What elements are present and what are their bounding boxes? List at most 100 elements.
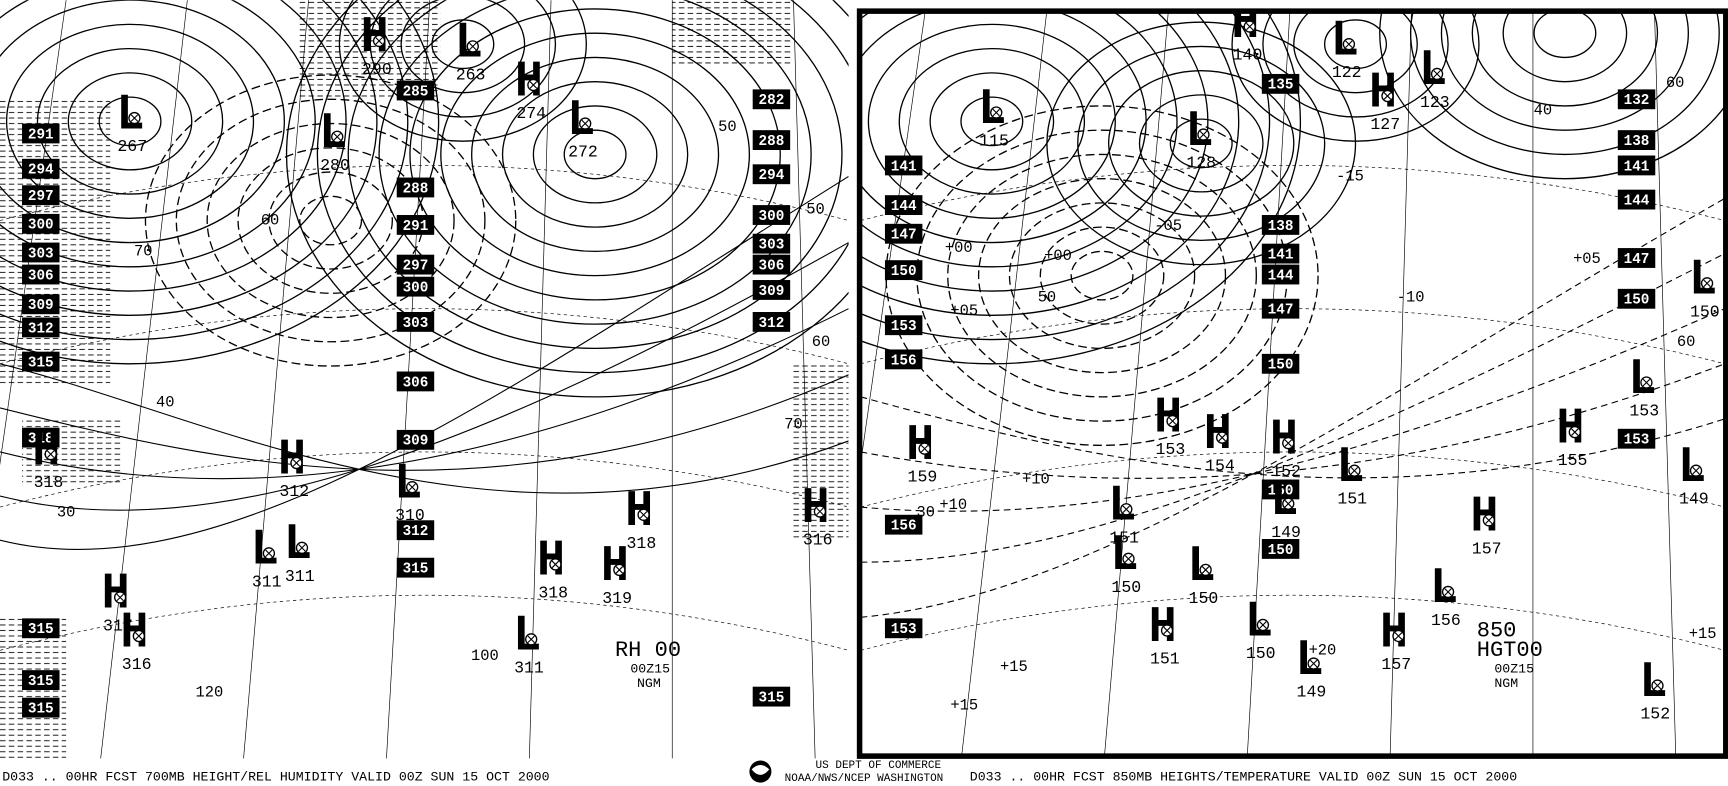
- height-box: [22, 427, 60, 448]
- height-box: [22, 618, 60, 639]
- pressure-center-value: 267: [117, 137, 147, 156]
- pressure-center-symbol: H: [906, 416, 934, 470]
- height-box: [396, 312, 435, 332]
- pressure-center-symbol: L: [1628, 350, 1656, 404]
- center-marker-x: [116, 593, 124, 602]
- height-box: [396, 557, 435, 578]
- height-box: [1617, 155, 1656, 176]
- pressure-center-value: 151: [1337, 490, 1367, 509]
- center-marker-x: [920, 444, 929, 453]
- height-box: [752, 254, 791, 275]
- panel-subtitle: HGT00: [1477, 638, 1543, 663]
- contour: [0, 0, 409, 341]
- contour: [501, 81, 689, 228]
- height-box: [22, 264, 60, 285]
- height-box-label: 153: [1624, 433, 1650, 449]
- contour-label: +10: [1022, 471, 1050, 489]
- height-box-label: 147: [891, 228, 917, 244]
- height-box: [22, 294, 60, 315]
- height-box: [884, 155, 923, 176]
- contour: [860, 12, 1209, 292]
- height-box-label: 312: [403, 524, 429, 540]
- center-marker-x: [1383, 92, 1392, 100]
- height-box: [22, 242, 60, 263]
- height-box: [884, 618, 923, 639]
- height-box-label: 303: [403, 316, 429, 332]
- contour: [960, 96, 1024, 147]
- pressure-center-symbol: L: [319, 104, 347, 158]
- height-box: [1261, 298, 1300, 319]
- panel-title: RH 00: [615, 638, 681, 663]
- pressure-center-value: 274: [516, 104, 546, 123]
- pressure-center-value: 159: [908, 468, 938, 487]
- contour: [268, 171, 393, 270]
- height-box-label: 288: [759, 134, 785, 150]
- pressure-center-symbol: L: [978, 80, 1006, 134]
- pressure-center-symbol: H: [278, 430, 306, 484]
- center-marker-x: [1259, 621, 1267, 629]
- contour: [0, 0, 316, 268]
- center-marker-x: [639, 511, 648, 519]
- contour-label: 70: [134, 242, 153, 260]
- height-box: [752, 205, 791, 225]
- pressure-center-symbol: L: [1245, 592, 1273, 646]
- height-box-label: 315: [759, 690, 785, 706]
- contour-label: 60: [1677, 333, 1695, 351]
- contour-label: +15: [1689, 625, 1717, 643]
- pressure-center-symbol: L: [1187, 537, 1215, 591]
- height-box-label: 132: [1624, 93, 1650, 109]
- height-box: [752, 130, 791, 150]
- contour: [0, 363, 849, 494]
- contour: [885, 105, 1319, 447]
- height-box-label: 285: [403, 84, 429, 100]
- height-box-label: 150: [891, 264, 917, 280]
- meridian: [961, 12, 1047, 756]
- pressure-center-value: 290: [362, 60, 392, 79]
- height-box-label: 294: [759, 168, 785, 184]
- contour: [144, 74, 517, 367]
- pressure-center-value: 122: [1332, 63, 1362, 82]
- center-marker-x: [1168, 417, 1177, 425]
- contour: [0, 0, 440, 365]
- contour: [1323, 19, 1388, 70]
- right-panel: 141 144 147 150 153 156 156 153 135 138 141 144 147 1…: [860, 12, 1725, 756]
- height-box-label: 141: [891, 159, 917, 175]
- contour: [1070, 250, 1134, 301]
- pressure-center-value: 127: [1370, 115, 1400, 134]
- height-box-label: 306: [759, 258, 785, 274]
- height-box-label: 315: [403, 562, 429, 578]
- height-box: [884, 223, 923, 244]
- contour-label: 100: [471, 647, 499, 665]
- contour: [1008, 202, 1196, 350]
- height-box-label: 156: [891, 353, 917, 369]
- pressure-center-symbol: H: [121, 603, 149, 657]
- pressure-center-symbol: H: [361, 8, 389, 62]
- height-box-label: 138: [1624, 134, 1650, 150]
- contour: [1107, 69, 1295, 217]
- contour-label: 60: [812, 333, 831, 351]
- pressure-center-symbol: L: [1678, 438, 1706, 492]
- height-box: [396, 520, 435, 541]
- center-marker-x: [292, 459, 301, 467]
- center-marker-x: [1218, 433, 1226, 442]
- contour: [947, 153, 1257, 398]
- pressure-center-value: 318: [538, 583, 568, 602]
- height-box-label: 288: [403, 181, 429, 197]
- contour-label: +00: [945, 239, 973, 257]
- center-marker-x: [527, 635, 535, 644]
- contour: [860, 12, 1240, 316]
- pressure-center-symbol: L: [1270, 471, 1298, 525]
- height-box: [22, 351, 60, 372]
- pressure-center-symbol: L: [394, 455, 422, 509]
- contour: [0, 308, 849, 480]
- contour-label: 60: [261, 212, 280, 230]
- height-box-label: 147: [1624, 252, 1650, 268]
- contour: [1169, 118, 1233, 169]
- height-box: [1617, 288, 1656, 309]
- pressure-center-symbol: H: [1556, 399, 1584, 453]
- pressure-center-value: 319: [602, 589, 632, 608]
- contour: [0, 175, 849, 550]
- height-box: [752, 312, 791, 332]
- contour: [378, 0, 812, 325]
- pressure-center-value: 128: [1186, 154, 1216, 173]
